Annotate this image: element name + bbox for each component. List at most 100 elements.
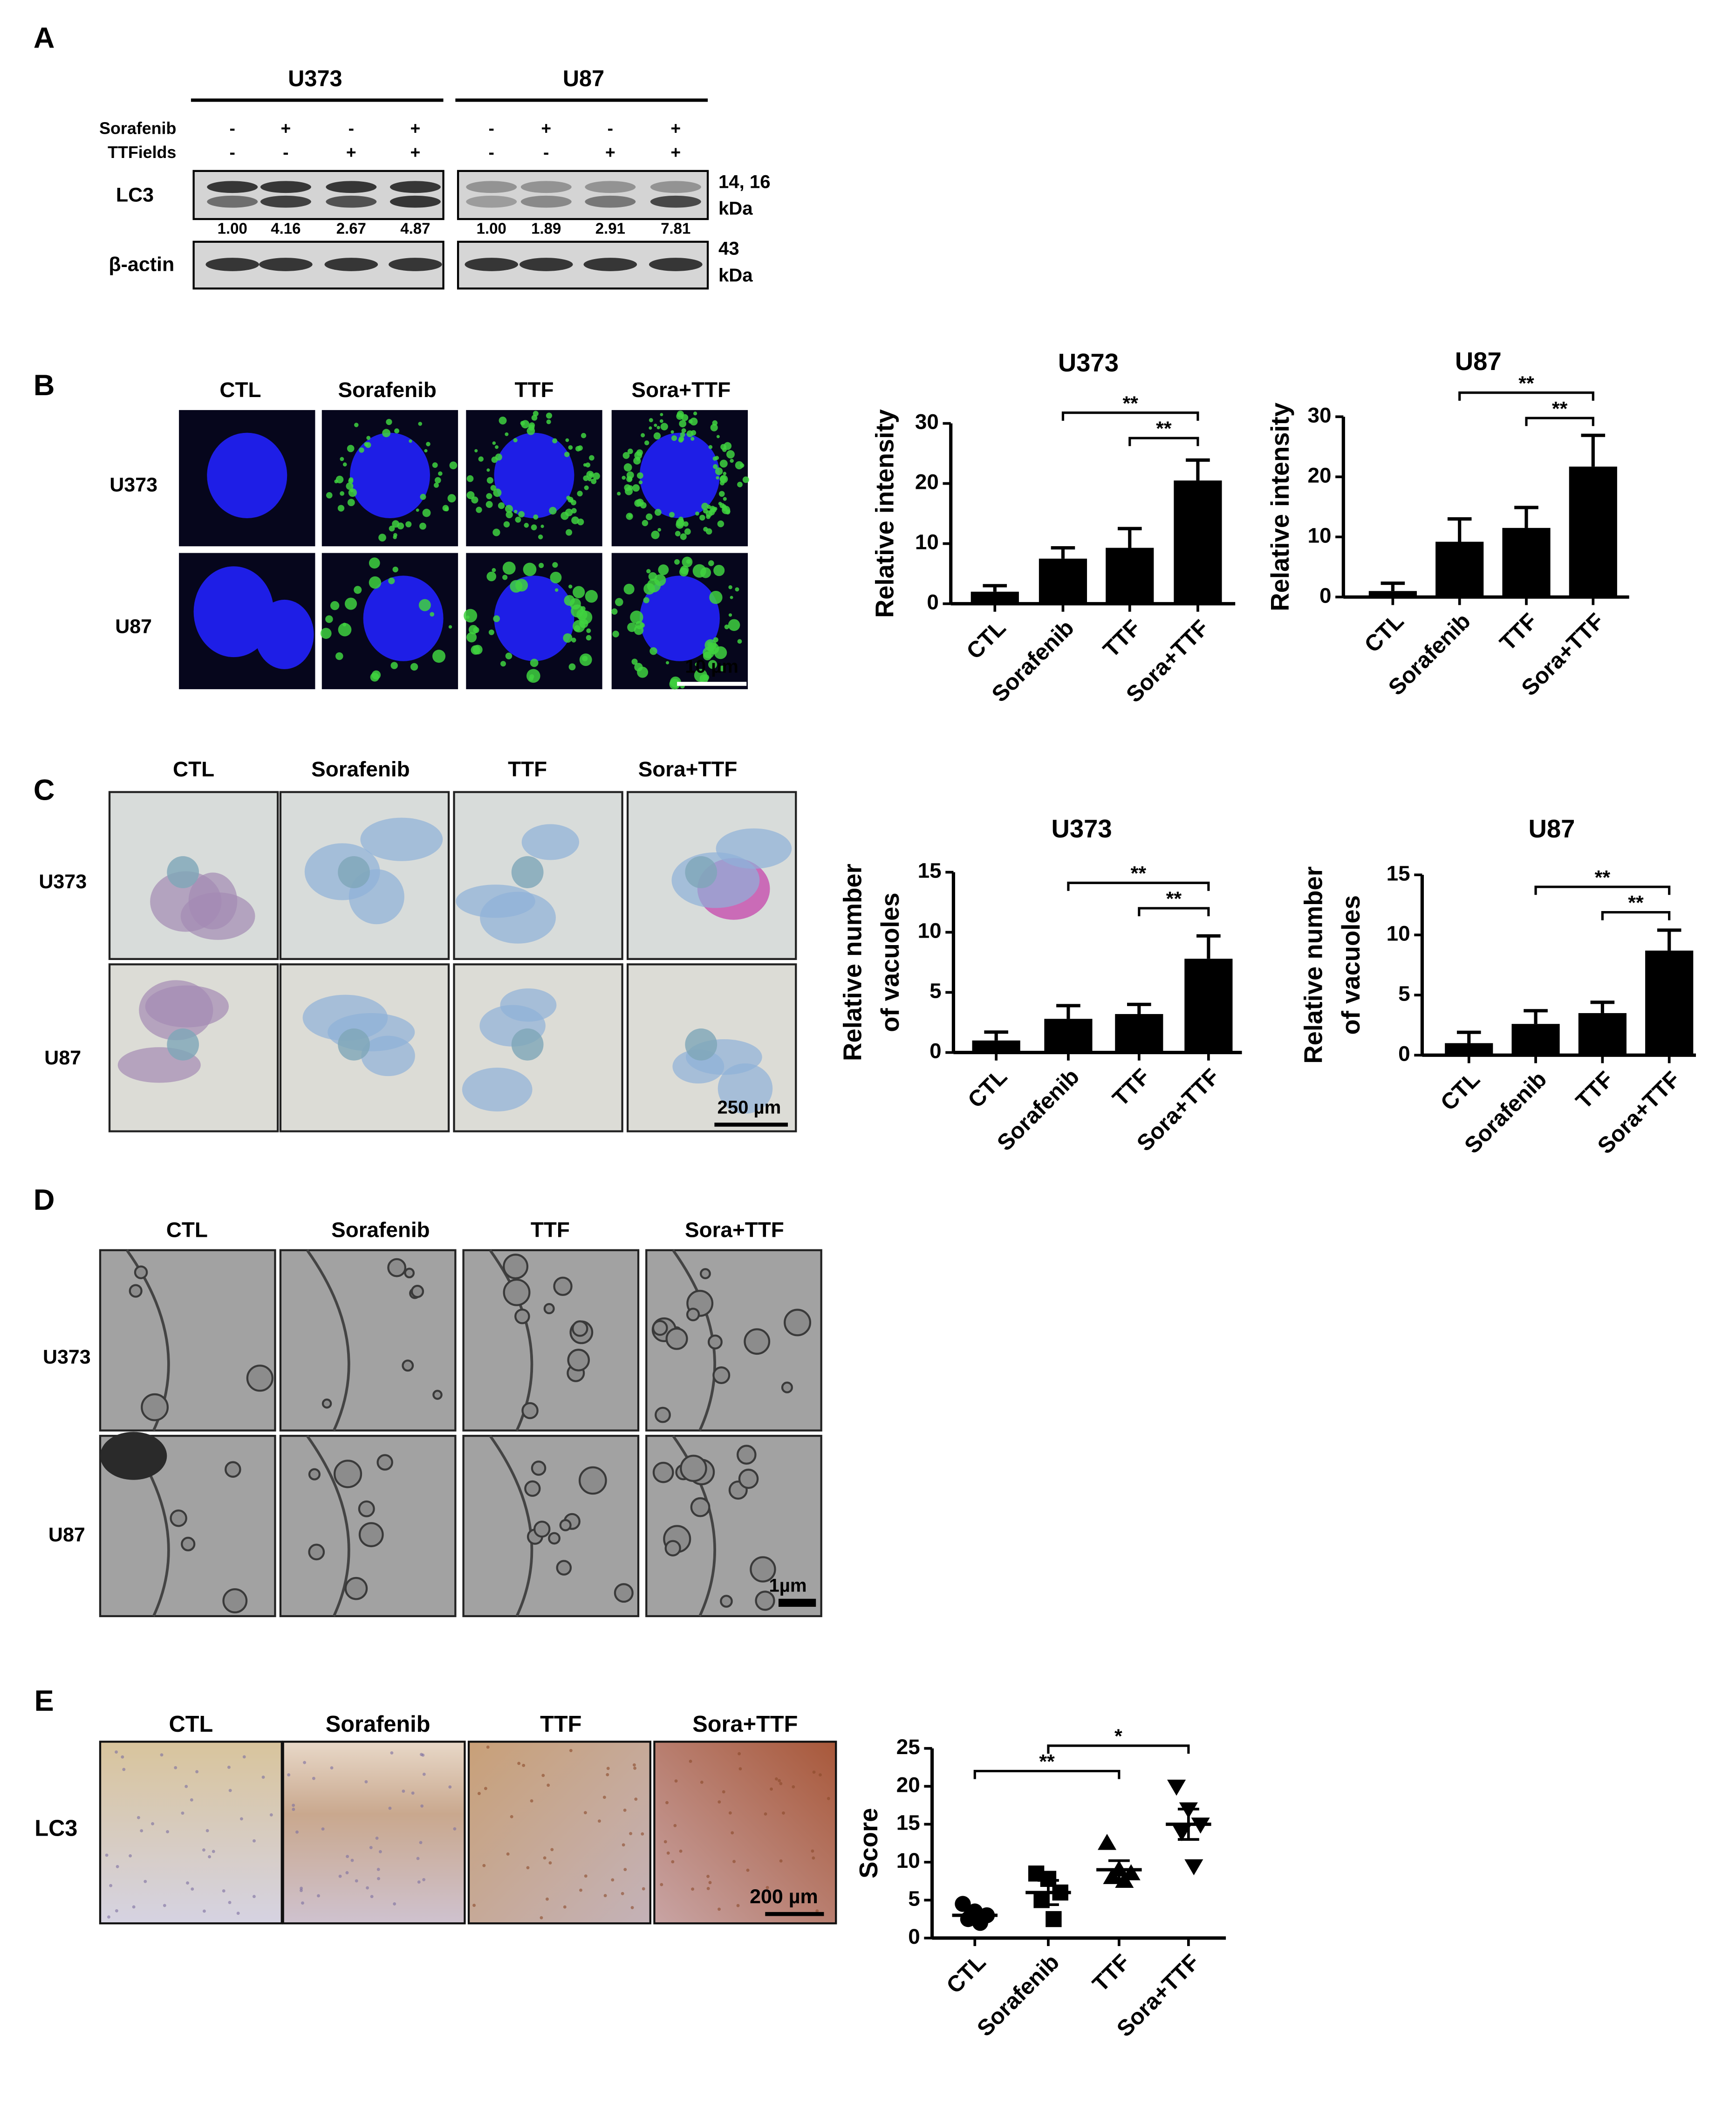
significance-bracket (1047, 1744, 1190, 1754)
green-puncta (675, 531, 681, 536)
stain-speck (522, 1763, 526, 1767)
green-puncta (728, 619, 740, 631)
stain-speck (416, 1857, 420, 1860)
vesicle (712, 1366, 731, 1385)
stain-speck (811, 1849, 814, 1853)
stain-speck (151, 1822, 154, 1825)
cell (718, 1063, 773, 1114)
row-header: U87 (115, 615, 152, 638)
band-lc3-ii (207, 195, 258, 208)
green-puncta (684, 528, 691, 535)
stain-speck (629, 1832, 633, 1836)
green-puncta (564, 452, 570, 457)
vesicle (246, 1364, 273, 1392)
stain-speck (815, 1909, 819, 1913)
stain-speck (764, 1812, 767, 1816)
green-puncta (719, 665, 725, 672)
green-puncta (486, 477, 493, 484)
band-actin (649, 258, 703, 271)
stain-speck (622, 1843, 625, 1847)
size-label: kDa (718, 265, 753, 286)
green-puncta (502, 575, 508, 580)
stain-speck (660, 1883, 663, 1886)
green-puncta (340, 457, 344, 461)
stain-speck (718, 1907, 721, 1911)
bar (1184, 959, 1233, 1053)
stain-speck (393, 1902, 396, 1906)
stain-speck (453, 1827, 457, 1831)
green-puncta (649, 647, 657, 655)
green-puncta (611, 608, 618, 615)
bar (1578, 1013, 1627, 1056)
lc3-ratio: 4.87 (400, 220, 430, 237)
green-puncta (338, 623, 352, 637)
y-tick-label: 0 (930, 1039, 941, 1063)
cell (150, 871, 222, 932)
green-puncta (573, 586, 585, 598)
green-puncta (335, 652, 343, 660)
bar (1174, 480, 1222, 604)
vesicle (225, 1461, 241, 1478)
significance-label: ** (1595, 866, 1611, 889)
data-point (1097, 1834, 1117, 1850)
y-tick-label: 10 (896, 1848, 920, 1872)
stain-speck (736, 1904, 740, 1907)
green-puncta (713, 564, 725, 576)
vesicle (308, 1543, 325, 1561)
stain-speck (338, 1874, 342, 1878)
lc3-ratio: 2.67 (336, 220, 366, 237)
stain-speck (369, 1846, 373, 1850)
green-puncta (654, 509, 662, 516)
lc3-ratio: 1.89 (531, 220, 561, 237)
stain-speck (778, 1779, 781, 1783)
column-header: CTL (219, 377, 261, 402)
stain-speck (623, 1868, 627, 1872)
error-bar (1108, 1859, 1130, 1880)
green-puncta (438, 471, 443, 476)
green-puncta (464, 609, 478, 623)
green-puncta (364, 442, 369, 447)
green-puncta (448, 625, 452, 629)
vesicle (222, 1588, 248, 1613)
column-header: Sora+TTF (638, 757, 738, 781)
green-puncta (686, 559, 691, 564)
stain-speck (779, 1782, 783, 1785)
x-tick-label: TTF (1088, 1949, 1135, 1996)
stain-speck (546, 1897, 549, 1901)
green-puncta (573, 620, 585, 633)
stain-speck (269, 1813, 273, 1817)
cell (672, 1049, 724, 1084)
green-puncta (540, 524, 544, 528)
green-puncta (325, 615, 333, 623)
bar (1039, 558, 1087, 604)
green-puncta (320, 628, 332, 639)
band-lc3-ii (326, 195, 377, 208)
green-puncta (418, 599, 431, 611)
stain-speck (779, 1859, 783, 1863)
vesicle (521, 1402, 539, 1419)
stain-speck (722, 1790, 725, 1794)
green-puncta (495, 445, 499, 449)
green-puncta (730, 459, 734, 463)
stain-speck (227, 1765, 231, 1769)
vesicle (784, 1309, 812, 1337)
green-puncta (612, 631, 619, 638)
column-header: Sorafenib (326, 1712, 431, 1737)
green-puncta (560, 512, 569, 520)
green-puncta (649, 418, 653, 423)
green-puncta (474, 449, 478, 453)
stain-speck (665, 1801, 669, 1804)
green-puncta (694, 669, 707, 682)
y-axis-label: Relative number (1299, 866, 1328, 1064)
stain-speck (317, 1894, 320, 1898)
green-puncta (623, 583, 635, 595)
y-axis-label: Relative intensity (871, 409, 899, 618)
green-puncta (521, 420, 530, 429)
green-puncta (394, 428, 400, 434)
band-actin (583, 258, 637, 271)
column-header: CTL (173, 757, 214, 781)
treatment-label: TTFields (108, 143, 176, 162)
vesicle (402, 1359, 414, 1372)
stain-speck (706, 1874, 710, 1878)
